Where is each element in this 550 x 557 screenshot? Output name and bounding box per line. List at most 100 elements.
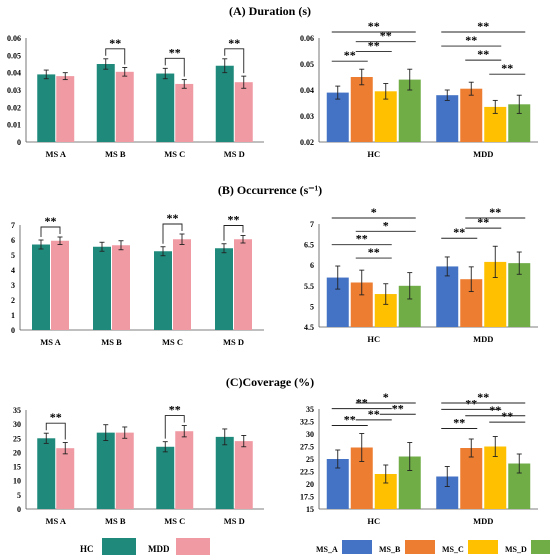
- y-tick-label: 0.04: [300, 86, 314, 95]
- bar: [508, 463, 531, 509]
- section-a-label: (A) Duration (s): [229, 4, 311, 18]
- bar: [37, 438, 56, 509]
- y-tick-label: 5.5: [304, 282, 314, 291]
- significance-label: **: [489, 205, 501, 219]
- y-tick-label: 5: [17, 491, 21, 500]
- bar: [326, 92, 349, 142]
- bar: [173, 239, 191, 330]
- x-tick-label: MS A: [45, 516, 66, 526]
- y-tick-label: 0.02: [300, 138, 314, 147]
- significance-bracket: [224, 48, 245, 74]
- x-tick-label: MDD: [473, 149, 493, 159]
- significance-label: **: [477, 390, 489, 404]
- bar: [484, 106, 507, 142]
- y-tick-label: 17.5: [300, 493, 314, 502]
- significance-label: **: [169, 403, 181, 417]
- legend-right: MS_A MS_B MS_C MS_D: [316, 540, 550, 554]
- x-tick-label: MS B: [105, 149, 126, 159]
- legend-left: HC MDD: [80, 538, 210, 555]
- x-tick-label: MDD: [473, 516, 493, 526]
- x-tick-label: MS A: [45, 149, 66, 159]
- bar: [350, 447, 373, 509]
- y-tick-label: 20: [13, 448, 21, 457]
- y-tick-label: 30: [13, 420, 21, 429]
- y-tick-label: 10: [13, 477, 21, 486]
- significance-label: **: [344, 48, 356, 62]
- significance-bracket: [105, 48, 126, 65]
- bar: [96, 64, 115, 142]
- legend-label: MS_A: [316, 545, 338, 554]
- bar: [234, 82, 253, 142]
- significance-label: **: [392, 401, 404, 415]
- bar: [51, 240, 69, 330]
- bar: [374, 294, 397, 327]
- bar: [350, 77, 373, 142]
- y-tick-label: 0.03: [7, 86, 21, 95]
- bar: [374, 474, 397, 509]
- significance-label: **: [453, 225, 465, 239]
- legend-swatch: [102, 538, 136, 555]
- bar: [93, 246, 111, 330]
- x-tick-label: HC: [367, 516, 380, 526]
- bar: [436, 95, 459, 142]
- y-tick-label: 0.01: [7, 121, 21, 130]
- y-tick-label: 20: [306, 480, 314, 489]
- significance-label: **: [169, 45, 181, 59]
- x-tick-label: HC: [367, 149, 380, 159]
- y-tick-label: 0.03: [300, 112, 314, 121]
- y-tick-label: 0.02: [7, 103, 21, 112]
- chart-panel-b-left: 0 1 2 3 4 5 6 7 MS A MS B MS C MS D ** ** **: [11, 211, 264, 347]
- significance-label: **: [368, 407, 380, 421]
- significance-label: *: [383, 218, 389, 232]
- legend-swatch: [176, 538, 210, 555]
- bar: [234, 239, 252, 330]
- x-tick-label: MS B: [105, 516, 126, 526]
- x-tick-label: MS C: [164, 516, 185, 526]
- legend-label: HC: [80, 544, 94, 554]
- significance-label: **: [368, 245, 380, 259]
- y-tick-label: 0: [17, 505, 21, 514]
- significance-label: **: [465, 33, 477, 47]
- section-c-label: (C)Coverage (%): [226, 375, 314, 389]
- y-tick-label: 25: [13, 434, 21, 443]
- bar: [436, 476, 459, 509]
- bar: [484, 446, 507, 509]
- bar: [436, 266, 459, 327]
- x-tick-label: MS A: [40, 337, 61, 347]
- bar: [96, 432, 115, 509]
- x-tick-label: MS C: [164, 149, 185, 159]
- significance-label: **: [109, 36, 121, 50]
- legend-swatch: [468, 540, 498, 554]
- legend-label: MS_B: [379, 545, 401, 554]
- bar: [156, 446, 175, 509]
- significance-label: **: [356, 232, 368, 246]
- x-tick-label: MS C: [162, 337, 183, 347]
- significance-bracket: [164, 57, 185, 77]
- legend-label: MDD: [148, 544, 170, 554]
- bar: [115, 71, 134, 142]
- y-tick-label: 35: [306, 405, 314, 414]
- chart-panel-a-left: 0 0.01 0.02 0.03 0.04 0.05 0.06 MS A MS B MS C MS …: [7, 34, 264, 159]
- significance-label: **: [453, 416, 465, 430]
- y-tick-label: 32.5: [300, 418, 314, 427]
- y-tick-label: 5: [11, 251, 15, 260]
- bar: [484, 261, 507, 327]
- y-tick-label: 30: [306, 430, 314, 439]
- y-tick-label: 0.05: [300, 60, 314, 69]
- y-tick-label: 0.06: [7, 34, 21, 43]
- bar: [56, 448, 75, 509]
- significance-label: **: [501, 61, 513, 75]
- significance-label: **: [368, 38, 380, 52]
- section-b-label: (B) Occurrence (s⁻¹): [218, 183, 322, 197]
- significance-bracket: [40, 226, 61, 237]
- y-tick-label: 22.5: [300, 468, 314, 477]
- bar: [215, 65, 234, 142]
- y-tick-label: 4: [11, 266, 15, 275]
- bar: [156, 73, 175, 142]
- x-tick-label: MS D: [224, 516, 245, 526]
- bar: [460, 279, 483, 327]
- significance-label: **: [50, 410, 62, 424]
- y-tick-label: 0: [11, 326, 15, 335]
